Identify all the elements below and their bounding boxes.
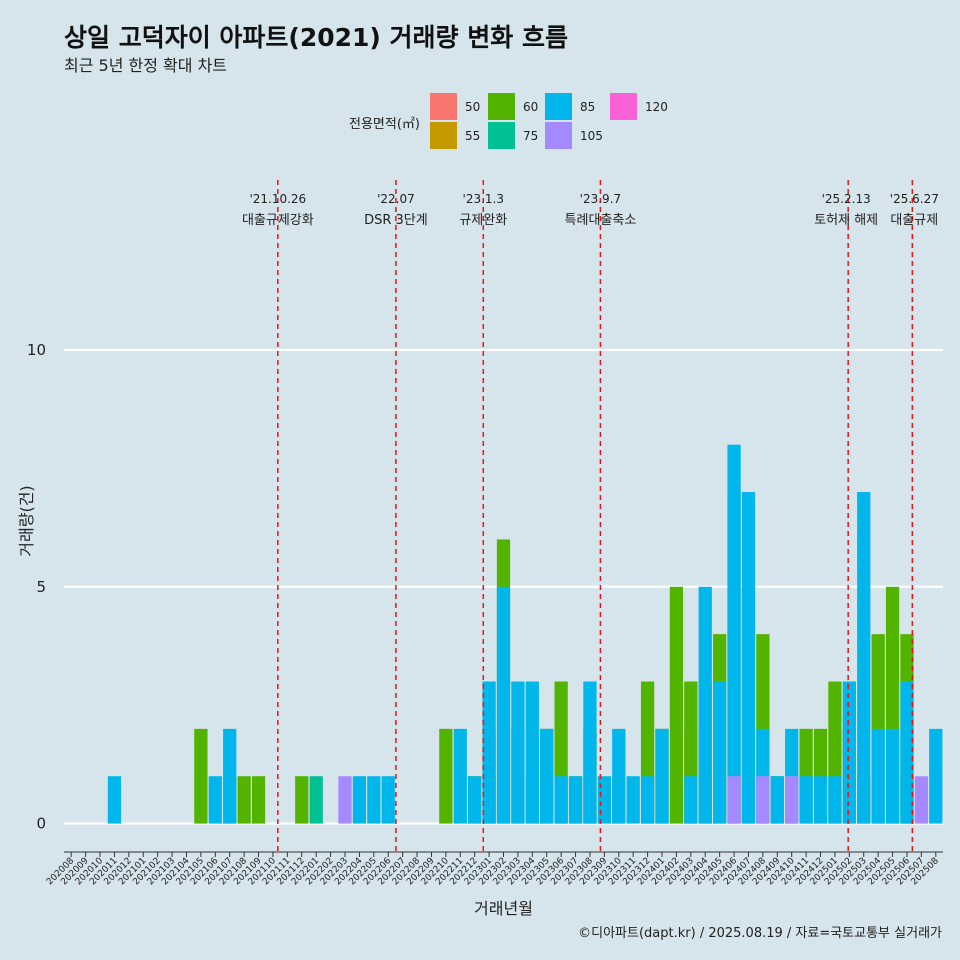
bar-75-202201 <box>309 776 323 824</box>
legend-label: 105 <box>580 129 603 143</box>
bar-85-202506 <box>900 681 914 824</box>
bar-60-202210 <box>439 728 453 824</box>
legend-key-50 <box>430 93 457 120</box>
bar-85-202503 <box>857 492 871 824</box>
bar-85-202406 <box>727 444 741 824</box>
bar-85-202304 <box>525 681 539 824</box>
bar-85-202401 <box>655 728 669 824</box>
bar-60-202105 <box>194 728 208 824</box>
event-date: '25.2.13 <box>822 192 871 206</box>
bar-85-202409 <box>770 776 784 824</box>
bar-85-202508 <box>929 728 943 824</box>
bar-105-202408 <box>756 776 770 824</box>
bar-85-202411 <box>799 776 813 824</box>
bar-85-202301 <box>482 681 496 824</box>
bar-85-202310 <box>612 728 626 824</box>
bar-85-202504 <box>871 728 885 824</box>
event-label: 규제완화 <box>459 213 507 228</box>
legend-key-105 <box>545 122 572 149</box>
legend-label: 60 <box>523 100 538 114</box>
source-caption: ©디아파트(dapt.kr) / 2025.08.19 / 자료=국토교통부 실… <box>578 926 942 941</box>
legend-key-75 <box>488 122 515 149</box>
event-label: 대출규제 <box>890 213 938 228</box>
y-tick-label: 5 <box>36 578 46 596</box>
bar-85-202204 <box>352 776 367 824</box>
bar-60-202108 <box>237 776 251 824</box>
bar-85-202307 <box>568 776 583 824</box>
y-tick-label: 10 <box>27 341 46 359</box>
legend-label: 55 <box>465 129 480 143</box>
bar-85-202107 <box>223 728 237 824</box>
bar-60-202112 <box>295 776 309 824</box>
bar-85-202305 <box>540 728 554 824</box>
legend-key-55 <box>430 122 457 149</box>
event-date: '25.6.27 <box>890 192 939 206</box>
bar-85-202403 <box>684 776 698 824</box>
legend-title: 전용면적(㎡) <box>349 117 420 132</box>
y-axis-title: 거래량(건) <box>17 485 36 556</box>
bar-85-202302 <box>496 586 511 824</box>
bar-85-202303 <box>511 681 525 824</box>
bar-85-202412 <box>813 776 828 824</box>
bar-105-202203 <box>338 776 352 824</box>
bar-85-202404 <box>698 586 712 824</box>
bar-85-202206 <box>381 776 395 824</box>
event-label: 특례대출축소 <box>565 213 637 228</box>
event-label: 토허제 해제 <box>814 213 878 228</box>
bar-105-202507 <box>914 776 929 824</box>
event-label: 대출규제강화 <box>242 213 314 228</box>
bar-85-202312 <box>640 776 655 824</box>
bar-60-202402 <box>669 586 684 824</box>
bar-85-202407 <box>741 492 756 824</box>
event-date: '23.9.7 <box>580 192 621 206</box>
legend-key-60 <box>488 93 515 120</box>
bar-105-202410 <box>785 776 799 824</box>
bar-60-202109 <box>251 776 266 824</box>
bar-85-202306 <box>554 776 568 824</box>
y-tick-label: 0 <box>36 815 46 833</box>
bar-85-202212 <box>468 776 482 824</box>
bar-85-202011 <box>107 776 122 824</box>
chart-subtitle: 최근 5년 한정 확대 차트 <box>64 56 228 75</box>
event-date: '22.07 <box>377 192 415 206</box>
bar-85-202205 <box>367 776 381 824</box>
bar-85-202501 <box>828 776 842 824</box>
legend-key-120 <box>610 93 637 120</box>
legend-label: 120 <box>645 100 668 114</box>
bar-85-202308 <box>583 681 597 824</box>
bar-105-202406 <box>727 776 741 824</box>
bar-85-202106 <box>208 776 222 824</box>
bar-85-202311 <box>626 776 640 824</box>
event-date: '23.1.3 <box>463 192 504 206</box>
legend-label: 50 <box>465 100 480 114</box>
x-axis-title: 거래년월 <box>474 899 533 918</box>
chart-title: 상일 고덕자이 아파트(2021) 거래량 변화 흐름 <box>64 23 568 52</box>
bar-85-202505 <box>885 728 900 824</box>
event-date: '21.10.26 <box>249 192 306 206</box>
bar-85-202211 <box>453 728 467 824</box>
bar-85-202502 <box>842 681 856 824</box>
legend-label: 85 <box>580 100 595 114</box>
legend-key-85 <box>545 93 572 120</box>
bar-85-202405 <box>713 681 727 824</box>
legend-label: 75 <box>523 129 538 143</box>
event-label: DSR 3단계 <box>364 213 428 228</box>
